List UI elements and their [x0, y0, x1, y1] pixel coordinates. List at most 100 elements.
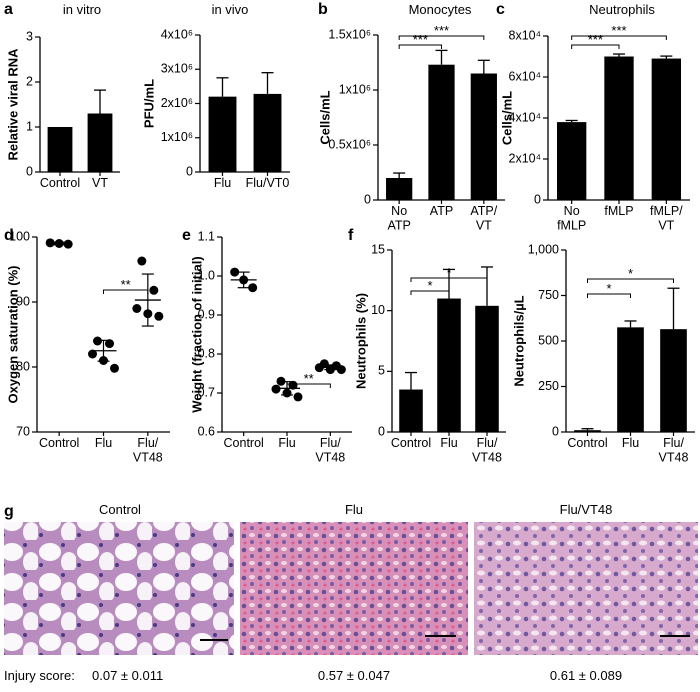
x-tick-label: VT — [92, 176, 108, 190]
x-tick-label: Control — [40, 176, 80, 190]
y-tick-label: 1x10⁶ — [161, 130, 193, 144]
y-tick-label: 80 — [16, 359, 30, 373]
image-title: Control — [99, 502, 141, 517]
bar — [399, 389, 423, 432]
panel-g: g Control Flu Flu/VT48 Injury score: 0.0… — [4, 502, 698, 683]
x-tick-label: Control — [224, 436, 264, 450]
y-axis-label: Neutrophils/µL — [511, 295, 526, 386]
data-point — [88, 349, 97, 359]
panel-label: f — [348, 227, 354, 244]
bar — [475, 305, 499, 432]
data-point — [105, 339, 114, 349]
chart-title: in vivo — [212, 2, 249, 17]
significance-label: * — [628, 266, 633, 281]
y-tick-label: 0 — [364, 192, 371, 206]
histology-image — [240, 522, 468, 655]
significance-bracket — [410, 277, 488, 282]
y-axis-label: Relative viral RNA — [5, 48, 20, 161]
image-title: Flu — [345, 502, 363, 517]
y-tick-label: 2x10⁶ — [161, 96, 193, 110]
y-tick-label: 2 — [26, 74, 33, 88]
y-axis-label: PFU/mL — [141, 79, 156, 128]
histology-image — [474, 522, 698, 655]
y-tick-label: 0.6 — [198, 424, 215, 438]
significance-label: * — [446, 265, 451, 280]
bar — [604, 56, 634, 200]
panel-label: b — [318, 1, 328, 18]
significance-bracket — [398, 44, 442, 49]
y-tick-label: 250 — [538, 379, 559, 393]
y-tick-label: 0.7 — [198, 385, 215, 399]
x-tick-label: ATP — [430, 204, 453, 218]
y-tick-label: 3 — [26, 29, 33, 43]
y-tick-label: 1.1 — [198, 229, 215, 243]
x-tick-label: fMLP/VT — [650, 204, 683, 232]
significance-bracket — [571, 35, 667, 40]
bar — [87, 113, 113, 172]
x-tick-label: No fMLP — [557, 204, 586, 232]
y-tick-label: 1x10⁶ — [339, 82, 371, 96]
y-tick-label: 4x10⁴ — [509, 110, 541, 124]
data-point — [149, 285, 159, 295]
histology-image — [4, 522, 234, 655]
y-tick-label: 0 — [26, 164, 33, 178]
x-tick-label: Control — [567, 436, 607, 450]
data-point — [248, 283, 258, 293]
bar — [470, 73, 497, 200]
y-tick-label: 70 — [16, 424, 30, 438]
bar — [208, 96, 237, 172]
bar — [253, 93, 282, 172]
data-point — [154, 311, 164, 321]
significance-bracket — [286, 383, 331, 388]
x-tick-label: Control — [391, 436, 431, 450]
y-tick-label: 2x10⁴ — [509, 151, 541, 165]
significance-bracket — [587, 278, 674, 283]
y-tick-label: 0 — [534, 192, 541, 206]
y-tick-label: 8x10⁴ — [509, 28, 541, 42]
bar — [47, 127, 73, 172]
x-tick-label: Flu — [622, 436, 639, 450]
significance-label: * — [606, 281, 611, 296]
chart-title: Neutrophils — [589, 2, 655, 17]
x-tick-label: Flu/VT48 — [315, 436, 345, 464]
significance-label: *** — [611, 23, 626, 38]
y-tick-label: 0.8 — [198, 346, 215, 360]
y-tick-label: 0 — [378, 424, 385, 438]
significance-bracket — [587, 293, 631, 298]
x-tick-label: fMLP — [604, 204, 633, 218]
y-tick-label: 1.0 — [198, 268, 215, 282]
data-point — [110, 363, 119, 373]
data-point — [93, 336, 102, 346]
x-tick-label: Flu/VT48 — [133, 436, 163, 464]
y-tick-label: 1.5x10⁶ — [328, 27, 371, 41]
panel-label: e — [182, 227, 191, 244]
y-tick-label: 750 — [538, 288, 559, 302]
data-point — [230, 267, 240, 277]
chart-title: in vitro — [63, 2, 101, 17]
bar — [437, 298, 461, 432]
x-tick-label: Flu — [95, 436, 112, 450]
y-axis-label: Cells/mL — [499, 91, 514, 145]
y-axis-label: Neutrophils (%) — [353, 293, 368, 389]
y-tick-label: 0 — [552, 424, 559, 438]
bar — [574, 430, 601, 432]
data-point — [293, 392, 303, 402]
x-tick-label: Flu/VT48 — [472, 436, 502, 464]
score-label: Injury score: — [4, 668, 75, 683]
significance-bracket — [103, 289, 149, 294]
y-tick-label: 0.9 — [198, 307, 215, 321]
y-tick-label: 90 — [16, 294, 30, 308]
significance-bracket — [398, 35, 485, 40]
bar — [428, 64, 455, 200]
y-tick-label: 15 — [371, 242, 385, 256]
injury-score: 0.61 ± 0.089 — [550, 668, 622, 683]
data-point — [137, 256, 147, 266]
panel-label: c — [496, 1, 505, 18]
y-tick-label: 0.5x10⁶ — [328, 137, 371, 151]
x-tick-label: Flu — [214, 176, 231, 190]
significance-label: ** — [304, 371, 314, 386]
data-point — [336, 365, 346, 375]
y-tick-label: 1 — [26, 119, 33, 133]
y-tick-label: 500 — [538, 333, 559, 347]
